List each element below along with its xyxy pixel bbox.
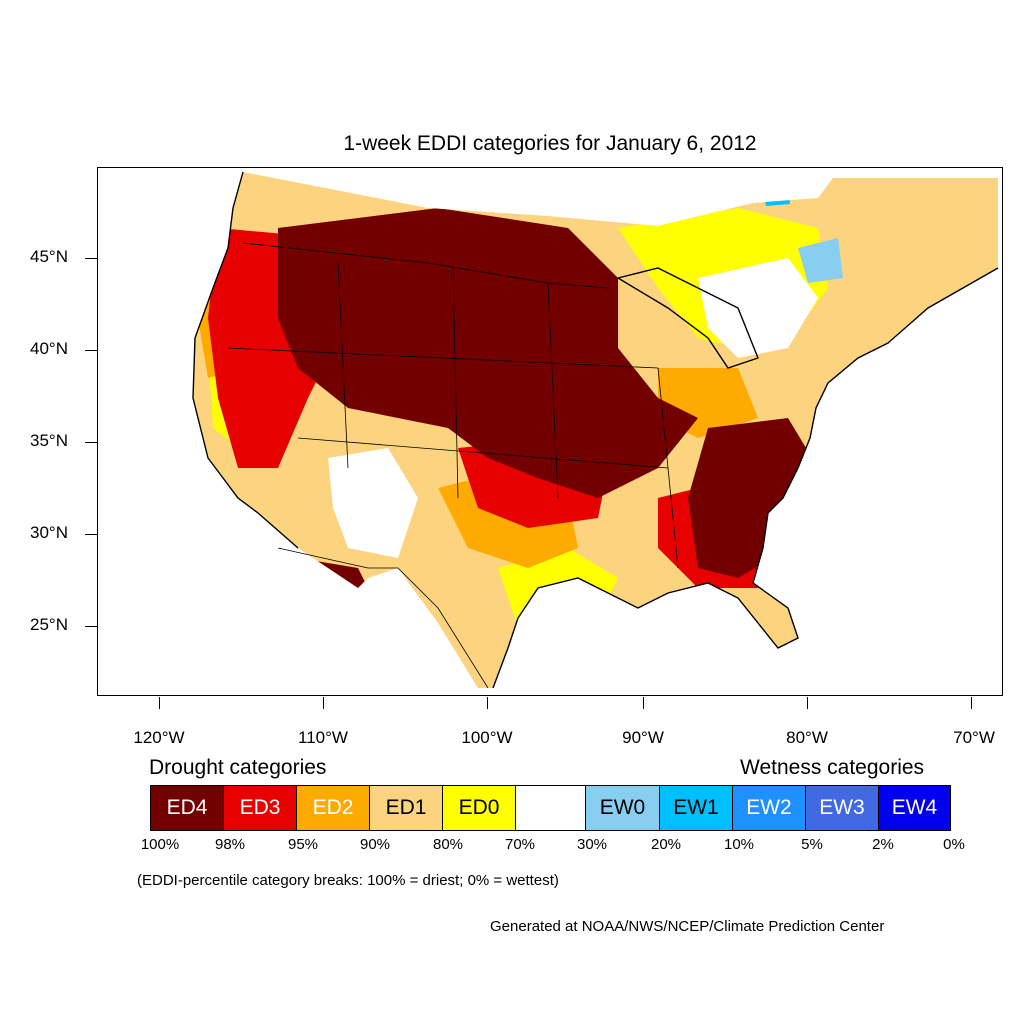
break-label-20: 20% — [650, 836, 682, 853]
break-label-95: 95% — [287, 836, 319, 853]
legend-ed1: ED1 — [369, 785, 443, 831]
category-note: (EDDI-percentile category breaks: 100% =… — [137, 872, 559, 889]
lon-tick-70 — [971, 697, 972, 709]
border-canada — [242, 242, 609, 289]
state-line-3 — [547, 282, 559, 499]
normal-area-southwest — [328, 448, 418, 558]
lat-label-25: 25°N — [30, 615, 68, 634]
wetness-categories-heading: Wetness categories — [740, 756, 925, 779]
lon-label-120: 120°W — [133, 728, 185, 747]
legend-ed0: ED0 — [442, 785, 516, 831]
lon-label-100: 100°W — [461, 728, 513, 747]
legend-label: EW3 — [819, 796, 865, 819]
ew0-patch-north — [798, 238, 843, 283]
lon-label-80: 80°W — [786, 728, 828, 747]
state-line-1 — [337, 262, 349, 469]
coastlines — [192, 171, 999, 689]
lon-label-70: 70°W — [953, 728, 995, 747]
legend-ed2: ED2 — [296, 785, 370, 831]
legend-normal — [515, 785, 589, 831]
break-label-90: 90% — [359, 836, 391, 853]
break-label-30: 30% — [576, 836, 608, 853]
legend-ew1: EW1 — [659, 785, 733, 831]
lon-tick-100 — [487, 697, 488, 709]
normal-area-greatlakes — [698, 258, 818, 358]
break-label-0: 0% — [943, 836, 965, 853]
break-label-10: 10% — [723, 836, 755, 853]
coastline-west — [192, 171, 299, 549]
legend-ew0: EW0 — [585, 785, 660, 831]
break-label-80: 80% — [432, 836, 464, 853]
lon-tick-90 — [643, 697, 644, 709]
lat-tick-25 — [85, 626, 97, 627]
lat-tick-30 — [85, 534, 97, 535]
state-line-2 — [452, 267, 459, 499]
lat-tick-45 — [85, 258, 97, 259]
state-boundaries — [227, 242, 679, 689]
legend-label: ED1 — [385, 796, 427, 819]
lat-tick-35 — [85, 442, 97, 443]
legend-ed3: ED3 — [223, 785, 297, 831]
break-label-100: 100% — [140, 836, 180, 853]
map-title: 1-week EDDI categories for January 6, 20… — [343, 132, 757, 155]
state-line-4 — [227, 347, 659, 369]
ed4-area-southeast — [688, 418, 818, 578]
drought-field — [193, 172, 998, 688]
legend-label: EW2 — [746, 796, 792, 819]
eddi-map — [192, 171, 999, 689]
legend-ed4: ED4 — [150, 785, 224, 831]
legend-ew3: EW3 — [805, 785, 879, 831]
coastline-gulf — [492, 267, 999, 689]
lat-label-35: 35°N — [30, 431, 68, 450]
lon-tick-120 — [159, 697, 160, 709]
lon-label-90: 90°W — [622, 728, 664, 747]
lat-label-30: 30°N — [30, 523, 68, 542]
lat-label-45: 45°N — [30, 247, 68, 266]
break-label-2: 2% — [872, 836, 894, 853]
lon-tick-80 — [807, 697, 808, 709]
break-label-98: 98% — [214, 836, 246, 853]
lon-label-110: 110°W — [298, 728, 348, 747]
state-line-5 — [297, 437, 669, 469]
ew3-patch-baja — [263, 623, 288, 668]
state-line-6 — [657, 367, 679, 569]
break-label-70: 70% — [504, 836, 536, 853]
ed4-area-central — [278, 208, 698, 498]
lon-tick-110 — [323, 697, 324, 709]
legend-ew2: EW2 — [732, 785, 806, 831]
ed4-area-mexico — [298, 558, 388, 688]
legend-label: EW1 — [673, 796, 719, 819]
legend-label: ED2 — [312, 796, 354, 819]
great-lakes — [616, 267, 759, 369]
lat-label-40: 40°N — [30, 339, 68, 358]
legend-label: ED4 — [166, 796, 208, 819]
legend-label: EW4 — [891, 796, 938, 819]
legend-label: ED0 — [458, 796, 500, 819]
legend-label: EW0 — [599, 796, 646, 819]
credit-line: Generated at NOAA/NWS/NCEP/Climate Predi… — [490, 918, 885, 935]
border-mexico — [277, 547, 489, 689]
legend-label: ED3 — [239, 796, 281, 819]
break-label-5: 5% — [801, 836, 823, 853]
lat-tick-40 — [85, 350, 97, 351]
ew1-patch-canada — [763, 186, 790, 206]
drought-categories-heading: Drought categories — [149, 756, 327, 779]
map-panel — [97, 167, 1003, 696]
legend-ew4: EW4 — [878, 785, 951, 831]
